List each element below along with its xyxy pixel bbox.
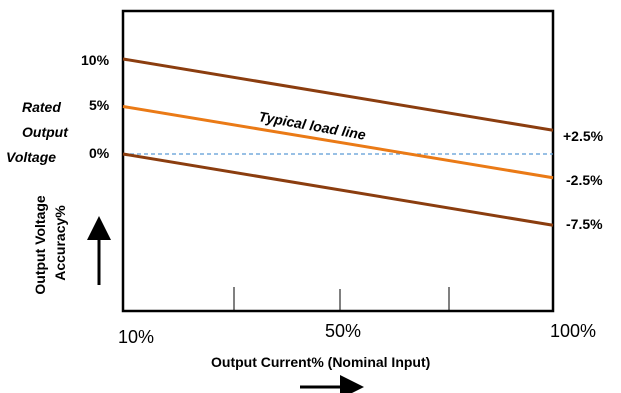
y-tick-left-5: 5% [89,97,110,113]
series-line-upper [122,57,554,132]
y-tick-right-minus2.5: -2.5% [566,172,603,188]
x-tick-50: 50% [325,321,361,341]
series-line-lower [122,152,554,227]
y-tick-right-minus7.5: -7.5% [566,216,603,232]
y-axis-label-line1: Output Voltage [32,195,48,294]
x-tick-10: 10% [118,327,154,347]
series-line-typical [122,105,554,180]
rated-output-voltage-line2: Output [22,124,69,140]
x-axis-label: Output Current% (Nominal Input) [211,354,430,370]
rated-output-voltage-line1: Rated [22,99,61,115]
x-tick-100: 100% [550,321,596,341]
y-tick-left-0: 0% [89,145,110,161]
plot-frame [121,9,555,313]
y-axis-label-line2: Accuracy% [52,205,68,281]
rated-output-voltage-line3: Voltage [6,149,56,165]
y-tick-left-10: 10% [81,52,110,68]
y-axis-label: Output Voltage Accuracy% [32,191,68,294]
y-tick-right-plus2.5: +2.5% [563,128,604,144]
